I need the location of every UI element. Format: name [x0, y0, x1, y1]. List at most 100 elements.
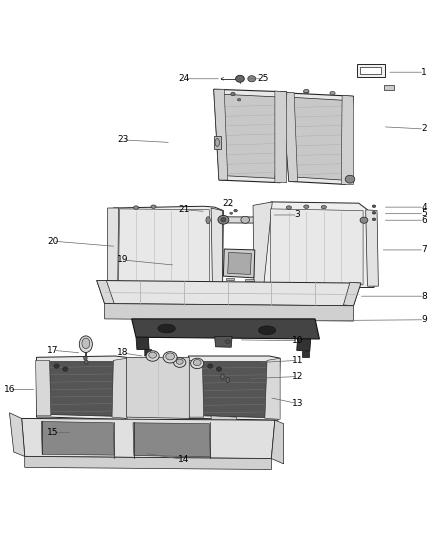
Polygon shape — [223, 249, 255, 278]
Polygon shape — [384, 85, 394, 90]
Polygon shape — [209, 217, 370, 224]
Text: 25: 25 — [257, 74, 268, 83]
Polygon shape — [275, 91, 287, 183]
Polygon shape — [271, 209, 363, 285]
Polygon shape — [21, 418, 275, 458]
Text: 5: 5 — [421, 209, 427, 218]
Ellipse shape — [221, 217, 226, 222]
Ellipse shape — [85, 360, 88, 364]
Ellipse shape — [304, 205, 309, 208]
Polygon shape — [211, 208, 223, 288]
Polygon shape — [341, 95, 353, 184]
Ellipse shape — [84, 356, 87, 360]
Polygon shape — [136, 337, 149, 350]
Ellipse shape — [82, 338, 90, 349]
Text: 4: 4 — [421, 203, 427, 212]
Polygon shape — [357, 64, 385, 77]
Ellipse shape — [221, 374, 224, 379]
Text: 20: 20 — [47, 237, 59, 246]
Ellipse shape — [166, 353, 174, 360]
Ellipse shape — [79, 336, 92, 352]
Ellipse shape — [234, 209, 237, 212]
Polygon shape — [10, 413, 25, 456]
Text: 23: 23 — [117, 135, 129, 144]
Polygon shape — [211, 416, 237, 422]
Text: 17: 17 — [47, 346, 59, 355]
Ellipse shape — [151, 205, 156, 208]
Text: 13: 13 — [292, 399, 304, 408]
Polygon shape — [288, 97, 349, 180]
Text: 18: 18 — [117, 349, 129, 358]
Ellipse shape — [63, 367, 68, 372]
Polygon shape — [145, 350, 152, 356]
Text: 1: 1 — [421, 68, 427, 77]
Polygon shape — [97, 280, 361, 306]
Text: 11: 11 — [292, 356, 304, 365]
Ellipse shape — [158, 324, 175, 333]
Polygon shape — [366, 210, 378, 286]
Text: 3: 3 — [295, 211, 300, 220]
Polygon shape — [205, 215, 211, 225]
Polygon shape — [254, 202, 376, 287]
Text: 7: 7 — [421, 245, 427, 254]
Text: 9: 9 — [421, 315, 427, 324]
Polygon shape — [36, 356, 127, 419]
Ellipse shape — [258, 326, 276, 335]
Ellipse shape — [149, 352, 156, 358]
Ellipse shape — [230, 212, 233, 214]
Ellipse shape — [146, 351, 159, 361]
Ellipse shape — [208, 364, 213, 368]
Ellipse shape — [173, 358, 186, 367]
Polygon shape — [188, 356, 280, 420]
Ellipse shape — [304, 89, 309, 93]
Polygon shape — [133, 423, 210, 457]
Polygon shape — [283, 93, 297, 181]
Polygon shape — [214, 89, 287, 183]
Ellipse shape — [191, 358, 204, 369]
Ellipse shape — [360, 217, 368, 223]
Polygon shape — [253, 202, 272, 287]
Polygon shape — [214, 135, 221, 149]
Ellipse shape — [54, 364, 59, 368]
Polygon shape — [201, 362, 268, 417]
Polygon shape — [265, 358, 280, 419]
Ellipse shape — [226, 377, 230, 383]
Polygon shape — [119, 209, 209, 283]
Ellipse shape — [372, 205, 376, 207]
Polygon shape — [343, 282, 361, 306]
Polygon shape — [245, 279, 254, 281]
Polygon shape — [214, 89, 228, 180]
Text: 19: 19 — [117, 255, 129, 264]
Polygon shape — [354, 217, 372, 224]
Ellipse shape — [226, 340, 230, 343]
Polygon shape — [108, 206, 223, 289]
Text: 16: 16 — [4, 385, 15, 394]
Polygon shape — [97, 280, 114, 304]
Ellipse shape — [193, 359, 201, 366]
Text: 24: 24 — [178, 74, 190, 83]
Ellipse shape — [134, 206, 139, 209]
Polygon shape — [218, 94, 281, 179]
Ellipse shape — [163, 352, 177, 363]
Polygon shape — [41, 422, 114, 455]
Polygon shape — [226, 278, 234, 280]
Polygon shape — [112, 358, 127, 418]
Polygon shape — [228, 253, 251, 274]
Text: 12: 12 — [292, 372, 303, 381]
Ellipse shape — [372, 212, 376, 214]
Text: 21: 21 — [178, 205, 190, 214]
Polygon shape — [215, 336, 232, 348]
Text: 22: 22 — [222, 199, 233, 208]
Ellipse shape — [304, 90, 309, 94]
Ellipse shape — [237, 99, 241, 101]
Ellipse shape — [218, 215, 229, 224]
Polygon shape — [360, 67, 381, 75]
Ellipse shape — [176, 359, 183, 364]
Text: 6: 6 — [421, 216, 427, 225]
Polygon shape — [132, 319, 319, 339]
Text: 8: 8 — [421, 292, 427, 301]
Ellipse shape — [286, 206, 291, 209]
Ellipse shape — [216, 367, 222, 372]
Ellipse shape — [372, 218, 376, 221]
Ellipse shape — [236, 75, 244, 82]
